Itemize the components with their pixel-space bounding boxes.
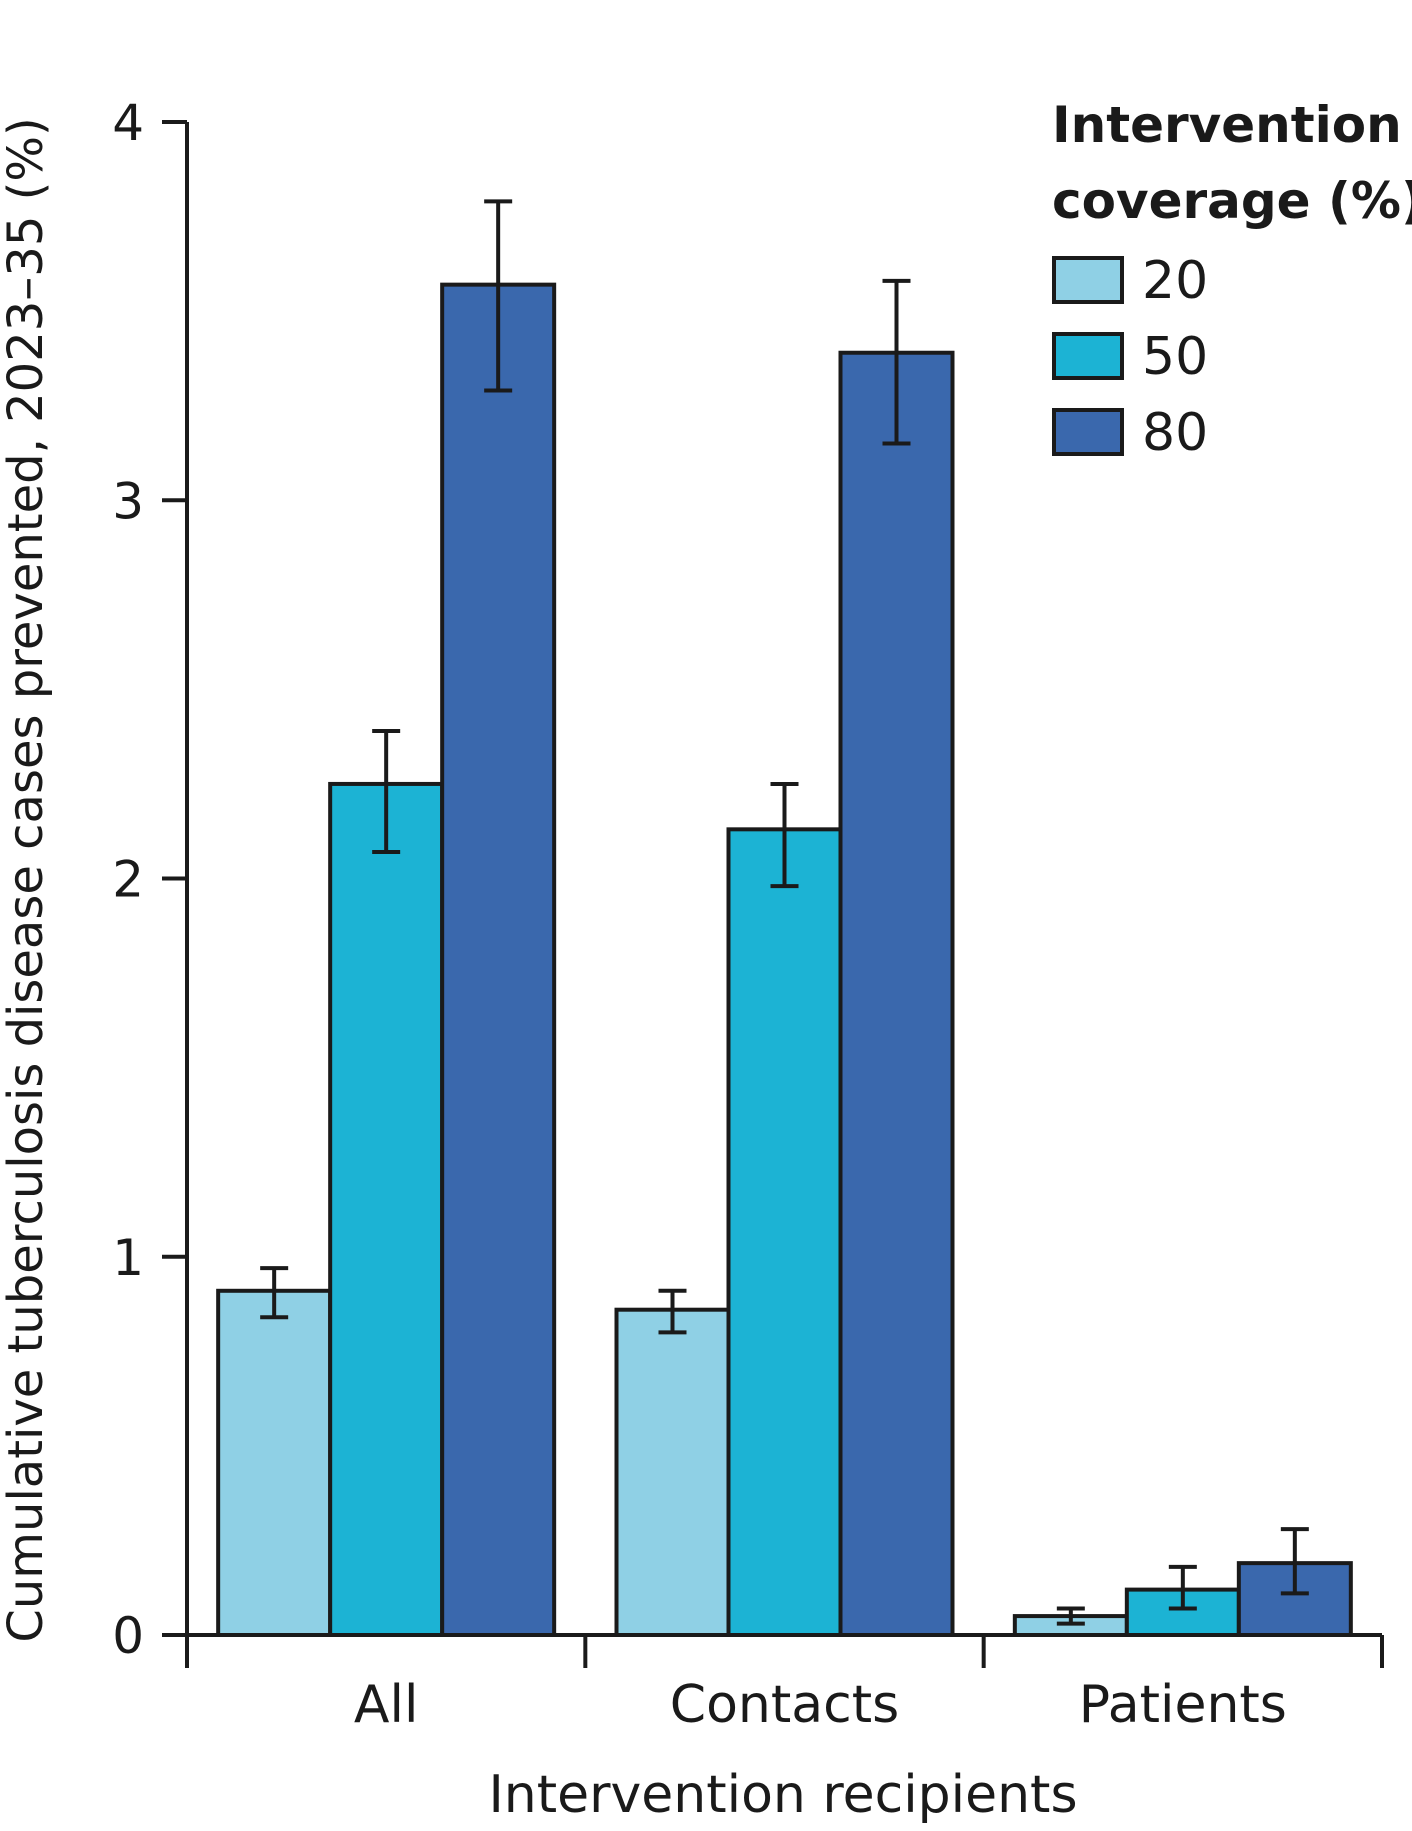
error-bar: [1280, 1527, 1309, 1596]
error-bar: [372, 728, 401, 855]
error-bar: [770, 781, 799, 889]
bar-contacts-20: [614, 1307, 731, 1637]
y-tick-label: 0: [112, 1607, 144, 1665]
legend-swatch-50: [1052, 332, 1124, 380]
legend-label: 50: [1142, 327, 1208, 387]
category-label: All: [354, 1675, 418, 1735]
category-label: Contacts: [670, 1675, 899, 1735]
y-tick-label: 2: [112, 851, 144, 909]
error-bar: [882, 278, 911, 446]
legend-label: 80: [1142, 403, 1208, 463]
legend-title-line1: Intervention: [1052, 96, 1402, 154]
y-axis-title: Cumulative tuberculosis disease cases pr…: [0, 117, 54, 1642]
y-tick-label: 1: [112, 1229, 144, 1287]
legend-swatch-20: [1052, 256, 1124, 304]
legend-label: 20: [1142, 251, 1208, 311]
legend-swatch-80: [1052, 408, 1124, 456]
error-bar: [658, 1288, 687, 1335]
y-tick-label: 4: [112, 94, 144, 152]
category-label: Patients: [1079, 1675, 1287, 1735]
legend: Intervention coverage (%) 20 50 80: [1052, 96, 1412, 463]
error-bar: [260, 1266, 289, 1320]
bar-contacts-50: [726, 827, 843, 1637]
error-bar: [1056, 1606, 1085, 1626]
bar-all-80: [440, 282, 557, 1638]
bar-all-50: [328, 781, 445, 1637]
legend-title-line2: coverage (%): [1052, 172, 1412, 230]
bar-contacts-80: [838, 350, 955, 1637]
bar-all-20: [216, 1288, 333, 1637]
error-bar: [484, 199, 513, 393]
y-tick-label: 3: [112, 472, 144, 530]
x-axis-title: Intervention recipients: [488, 1765, 1077, 1825]
error-bar: [1168, 1564, 1197, 1611]
